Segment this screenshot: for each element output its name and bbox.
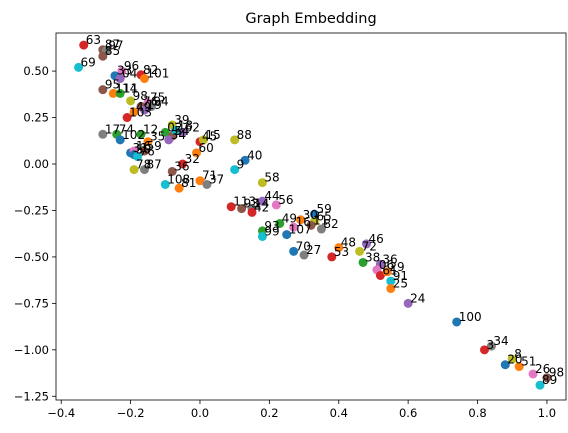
point-label: 100 <box>459 310 482 324</box>
point-label: 27 <box>306 243 321 257</box>
x-tick-label: 0.2 <box>260 406 278 420</box>
x-tick-label: 0.0 <box>191 406 209 420</box>
x-tick-label: −0.2 <box>117 406 145 420</box>
x-tick-label: 0.4 <box>330 406 348 420</box>
x-tick-label: 1.0 <box>538 406 556 420</box>
x-tick-label: −0.4 <box>47 406 75 420</box>
y-tick-label: 0.50 <box>23 64 49 78</box>
y-tick-label: −0.50 <box>14 250 49 264</box>
x-tick-label: 0.8 <box>468 406 486 420</box>
x-axis: −0.4 −0.2 0.0 0.2 0.4 0.6 0.8 1.0 <box>47 400 556 420</box>
y-tick-label: −0.75 <box>14 296 49 310</box>
point-label: 63 <box>86 33 101 47</box>
point-label: 99 <box>264 224 279 238</box>
point-label: 56 <box>278 193 293 207</box>
y-tick-label: 0.00 <box>23 157 49 171</box>
point-label: 85 <box>105 44 120 58</box>
point-label: 89 <box>542 373 557 387</box>
chart-title: Graph Embedding <box>245 11 376 27</box>
point-label: 103 <box>129 106 152 120</box>
y-tick-label: −0.25 <box>14 203 49 217</box>
point-label: 60 <box>199 141 214 155</box>
point-label: 9 <box>237 158 245 172</box>
y-tick-label: −1.00 <box>14 343 49 357</box>
point-label: 24 <box>410 291 425 305</box>
point-label: 88 <box>237 128 252 142</box>
point-label: 37 <box>209 172 224 186</box>
point-label: 69 <box>81 55 96 69</box>
y-tick-label: −1.25 <box>14 389 49 403</box>
point-label: 3 <box>486 338 494 352</box>
point-label: 87 <box>146 158 161 172</box>
point-label: 107 <box>289 223 312 237</box>
point-label: 40 <box>247 148 262 162</box>
point-labels-layer: 63 87978569 963304 82101951111498 7576941949… <box>81 33 565 387</box>
point-label: 34 <box>493 334 508 348</box>
point-label: 76 <box>140 145 155 159</box>
point-label: 34 <box>171 128 186 142</box>
point-label: 81 <box>181 176 196 190</box>
point-label: 04 <box>122 67 137 81</box>
point-label: 82 <box>323 217 338 231</box>
point-label: 101 <box>146 67 169 81</box>
y-axis: −1.25 −1.00 −0.75 −0.50 −0.25 0.00 0.25 0.50 <box>14 64 56 403</box>
point-label: 25 <box>393 277 408 291</box>
point-label: 53 <box>334 245 349 259</box>
y-tick-label: 0.25 <box>23 111 49 125</box>
point-label: 15 <box>205 128 220 142</box>
x-tick-label: 0.6 <box>399 406 417 420</box>
point-label: 42 <box>254 200 269 214</box>
point-label: 36 <box>174 159 189 173</box>
point-label: 58 <box>264 171 279 185</box>
